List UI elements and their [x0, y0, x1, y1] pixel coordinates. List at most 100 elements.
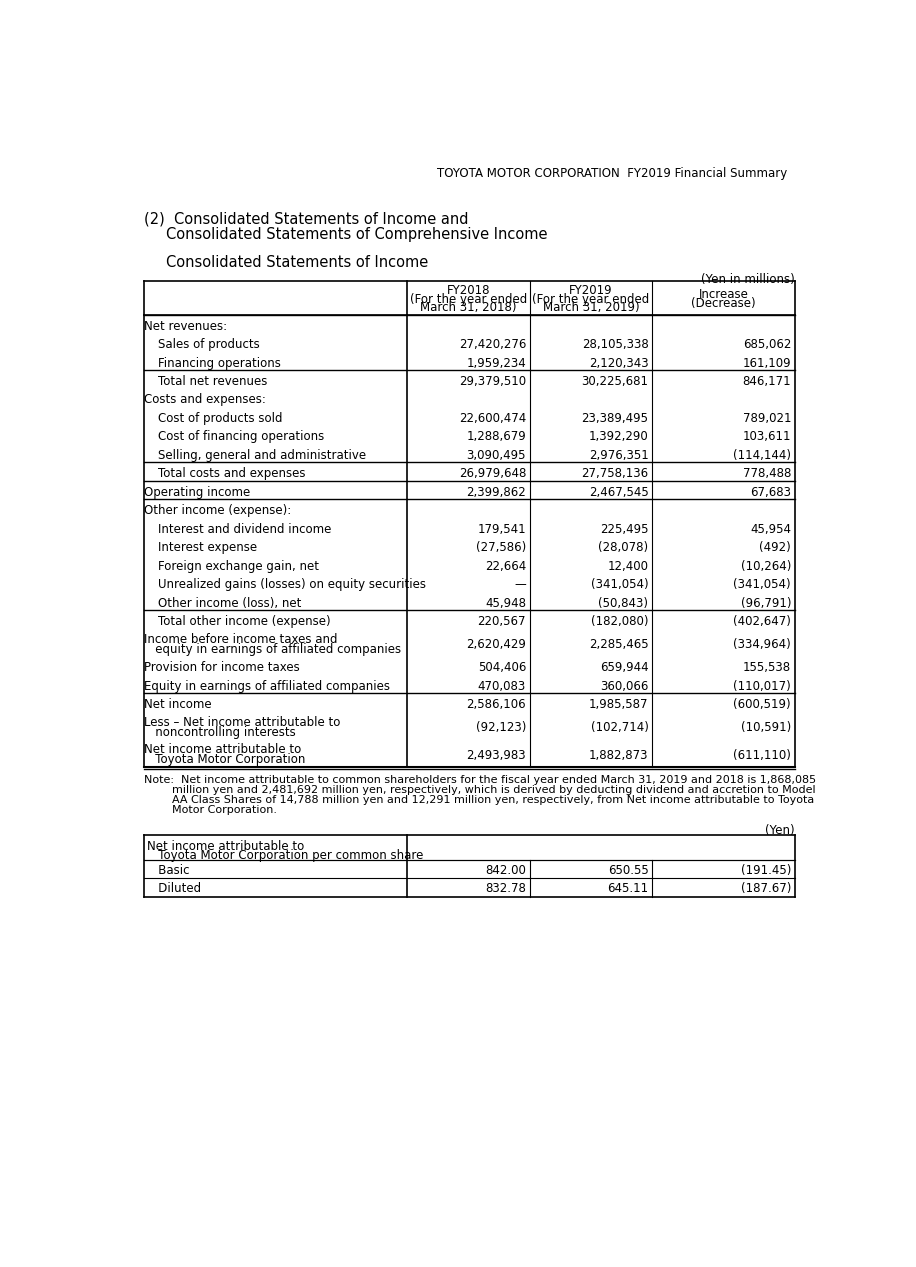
- Text: (334,964): (334,964): [734, 639, 791, 651]
- Text: 29,379,510: 29,379,510: [459, 375, 526, 388]
- Text: (50,843): (50,843): [598, 597, 649, 609]
- Text: million yen and 2,481,692 million yen, respectively, which is derived by deducti: million yen and 2,481,692 million yen, r…: [144, 786, 815, 794]
- Text: Financing operations: Financing operations: [158, 356, 281, 370]
- Text: (191.45): (191.45): [741, 864, 791, 877]
- Text: 360,066: 360,066: [600, 680, 649, 693]
- Text: Cost of financing operations: Cost of financing operations: [158, 431, 324, 443]
- Text: 2,120,343: 2,120,343: [589, 356, 649, 370]
- Text: March 31, 2018): March 31, 2018): [420, 302, 517, 314]
- Text: (28,078): (28,078): [598, 541, 649, 555]
- Text: equity in earnings of affiliated companies: equity in earnings of affiliated compani…: [144, 642, 401, 655]
- Text: (341,054): (341,054): [591, 578, 649, 592]
- Text: Toyota Motor Corporation: Toyota Motor Corporation: [144, 754, 305, 767]
- Text: 1,288,679: 1,288,679: [466, 431, 526, 443]
- Text: Total costs and expenses: Total costs and expenses: [158, 468, 305, 480]
- Text: 645.11: 645.11: [607, 882, 649, 896]
- Text: (492): (492): [759, 541, 791, 555]
- Text: (10,591): (10,591): [741, 721, 791, 735]
- Text: 1,959,234: 1,959,234: [466, 356, 526, 370]
- Text: Net income: Net income: [144, 698, 212, 711]
- Text: Cost of products sold: Cost of products sold: [158, 412, 282, 424]
- Text: (600,519): (600,519): [734, 698, 791, 711]
- Text: 155,538: 155,538: [743, 661, 791, 674]
- Text: 2,467,545: 2,467,545: [589, 485, 649, 499]
- Text: 650.55: 650.55: [607, 864, 649, 877]
- Text: —: —: [514, 578, 526, 592]
- Text: 3,090,495: 3,090,495: [466, 449, 526, 462]
- Text: Less – Net income attributable to: Less – Net income attributable to: [144, 716, 341, 729]
- Text: (110,017): (110,017): [734, 680, 791, 693]
- Text: (Yen): (Yen): [766, 825, 795, 837]
- Text: 45,948: 45,948: [485, 597, 526, 609]
- Text: 179,541: 179,541: [477, 523, 526, 536]
- Text: FY2018: FY2018: [447, 285, 490, 298]
- Text: Toyota Motor Corporation per common share: Toyota Motor Corporation per common shar…: [147, 849, 423, 862]
- Text: Other income (loss), net: Other income (loss), net: [158, 597, 301, 609]
- Text: 27,758,136: 27,758,136: [582, 468, 649, 480]
- Text: Diluted: Diluted: [147, 882, 202, 896]
- Text: Unrealized gains (losses) on equity securities: Unrealized gains (losses) on equity secu…: [158, 578, 426, 592]
- Text: Equity in earnings of affiliated companies: Equity in earnings of affiliated compani…: [144, 680, 390, 693]
- Text: 842.00: 842.00: [485, 864, 526, 877]
- Text: Net revenues:: Net revenues:: [144, 319, 227, 332]
- Text: Costs and expenses:: Costs and expenses:: [144, 394, 266, 407]
- Text: 225,495: 225,495: [600, 523, 649, 536]
- Text: 789,021: 789,021: [743, 412, 791, 424]
- Text: Motor Corporation.: Motor Corporation.: [144, 805, 277, 815]
- Text: (For the year ended: (For the year ended: [410, 293, 528, 305]
- Text: (187.67): (187.67): [741, 882, 791, 896]
- Text: 22,664: 22,664: [485, 560, 526, 573]
- Text: (114,144): (114,144): [733, 449, 791, 462]
- Text: Basic: Basic: [147, 864, 190, 877]
- Text: TOYOTA MOTOR CORPORATION  FY2019 Financial Summary: TOYOTA MOTOR CORPORATION FY2019 Financia…: [437, 167, 787, 180]
- Text: March 31, 2019): March 31, 2019): [543, 302, 639, 314]
- Text: 2,976,351: 2,976,351: [589, 449, 649, 462]
- Text: 67,683: 67,683: [750, 485, 791, 499]
- Text: 1,985,587: 1,985,587: [589, 698, 649, 711]
- Text: Selling, general and administrative: Selling, general and administrative: [158, 449, 366, 462]
- Text: (102,714): (102,714): [591, 721, 649, 735]
- Text: (92,123): (92,123): [475, 721, 526, 735]
- Text: 778,488: 778,488: [743, 468, 791, 480]
- Text: 103,611: 103,611: [743, 431, 791, 443]
- Text: (402,647): (402,647): [733, 616, 791, 628]
- Text: (For the year ended: (For the year ended: [532, 293, 649, 305]
- Text: (Yen in millions): (Yen in millions): [702, 272, 795, 286]
- Text: 2,399,862: 2,399,862: [466, 485, 526, 499]
- Text: 504,406: 504,406: [477, 661, 526, 674]
- Text: Net income attributable to: Net income attributable to: [147, 840, 304, 853]
- Text: Increase: Increase: [699, 289, 748, 302]
- Text: 1,392,290: 1,392,290: [589, 431, 649, 443]
- Text: noncontrolling interests: noncontrolling interests: [144, 726, 296, 739]
- Text: 846,171: 846,171: [743, 375, 791, 388]
- Text: 161,109: 161,109: [743, 356, 791, 370]
- Text: Consolidated Statements of Income: Consolidated Statements of Income: [166, 255, 428, 270]
- Text: Other income (expense):: Other income (expense):: [144, 504, 291, 517]
- Text: 832.78: 832.78: [485, 882, 526, 896]
- Text: Interest and dividend income: Interest and dividend income: [158, 523, 332, 536]
- Text: (Decrease): (Decrease): [692, 296, 756, 310]
- Text: Total other income (expense): Total other income (expense): [158, 616, 331, 628]
- Text: 685,062: 685,062: [743, 338, 791, 351]
- Text: 2,586,106: 2,586,106: [466, 698, 526, 711]
- Text: 22,600,474: 22,600,474: [459, 412, 526, 424]
- Text: (27,586): (27,586): [475, 541, 526, 555]
- Text: Net income attributable to: Net income attributable to: [144, 744, 301, 756]
- Text: 26,979,648: 26,979,648: [459, 468, 526, 480]
- Text: Income before income taxes and: Income before income taxes and: [144, 632, 337, 645]
- Text: 27,420,276: 27,420,276: [459, 338, 526, 351]
- Text: 30,225,681: 30,225,681: [582, 375, 649, 388]
- Text: (182,080): (182,080): [591, 616, 649, 628]
- Text: 2,620,429: 2,620,429: [466, 639, 526, 651]
- Text: 2,493,983: 2,493,983: [466, 749, 526, 763]
- Text: 220,567: 220,567: [477, 616, 526, 628]
- Text: 28,105,338: 28,105,338: [582, 338, 649, 351]
- Text: Provision for income taxes: Provision for income taxes: [144, 661, 300, 674]
- Text: Interest expense: Interest expense: [158, 541, 257, 555]
- Text: 659,944: 659,944: [600, 661, 649, 674]
- Text: 2,285,465: 2,285,465: [589, 639, 649, 651]
- Text: Total net revenues: Total net revenues: [158, 375, 267, 388]
- Text: Operating income: Operating income: [144, 485, 250, 499]
- Text: (341,054): (341,054): [734, 578, 791, 592]
- Text: 470,083: 470,083: [478, 680, 526, 693]
